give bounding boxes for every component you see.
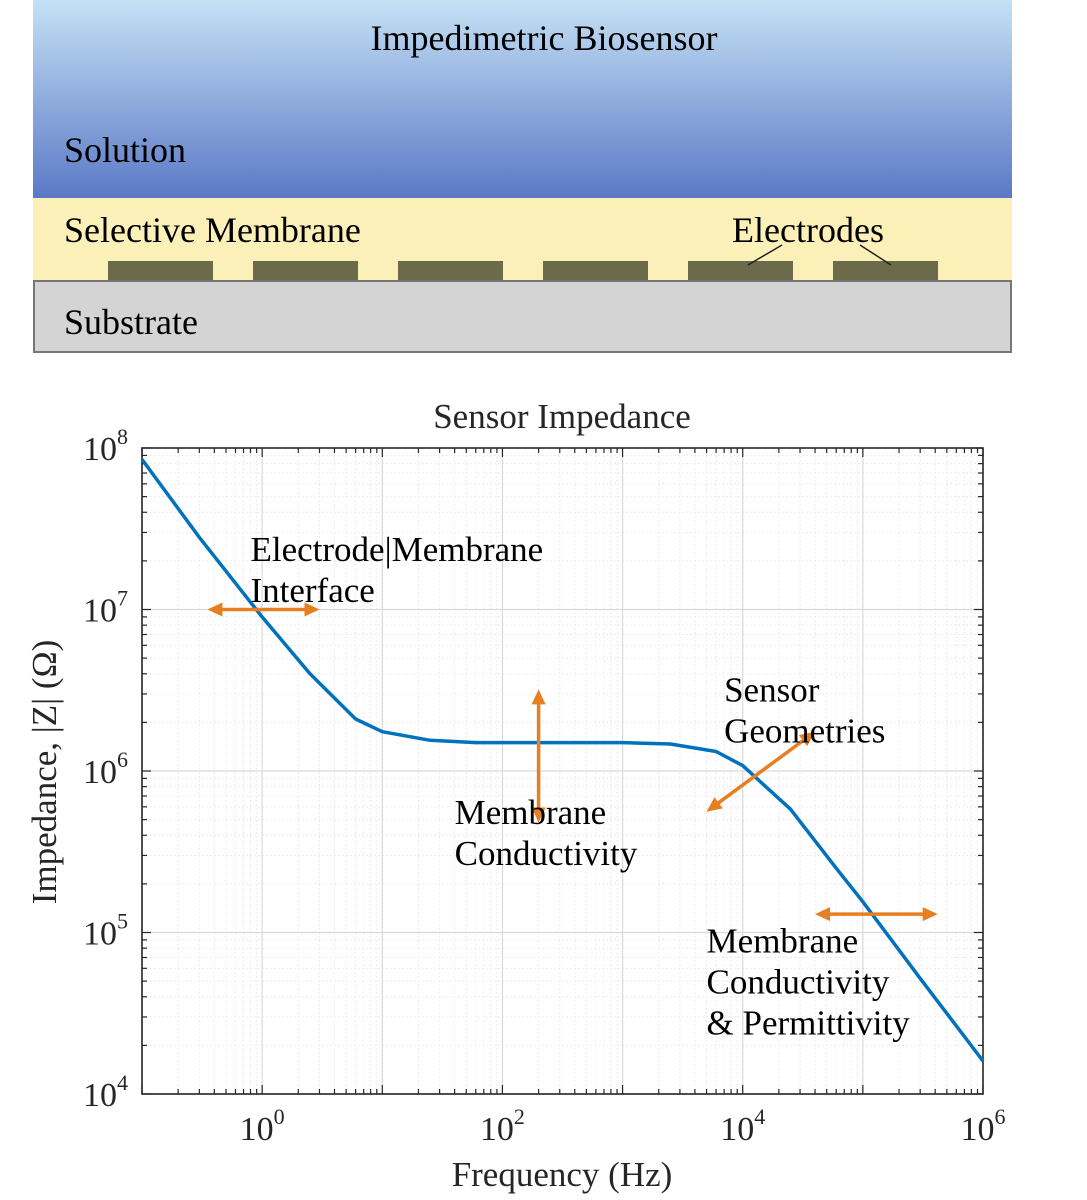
y-tick-label: 106 <box>83 747 128 791</box>
y-tick-labels: 104 105 106 107 108 <box>83 424 128 1114</box>
electrode <box>398 261 503 281</box>
y-tick-label: 104 <box>83 1070 128 1114</box>
y-axis-label: Impedance, |Z| (Ω) <box>25 640 64 904</box>
electrode-pointer-line <box>859 244 892 266</box>
chart-annotation: Membrane Conductivity & Permittivity <box>707 922 911 1043</box>
diagram-title: Impedimetric Biosensor <box>371 18 718 58</box>
electrodes <box>108 261 938 281</box>
solution-label: Solution <box>64 130 186 170</box>
plot-frame <box>141 447 984 1095</box>
series-layer <box>140 458 985 1063</box>
x-tick-label: 100 <box>240 1104 285 1148</box>
x-tick-label: 102 <box>480 1104 525 1148</box>
electrode-pointer-line <box>747 244 783 266</box>
chart-title: Sensor Impedance <box>433 397 691 436</box>
substrate-layer <box>33 280 1012 353</box>
chart-annotation: Membrane Conductivity <box>455 793 638 873</box>
y-tick-label: 105 <box>83 909 128 953</box>
electrode <box>543 261 648 281</box>
membrane-label: Selective Membrane <box>64 210 361 250</box>
impedance-series-line <box>140 458 985 1063</box>
double-arrow-icon <box>815 907 938 922</box>
axis-ticks <box>141 447 984 1095</box>
electrode <box>108 261 213 281</box>
substrate-label: Substrate <box>64 302 198 342</box>
major-grid <box>141 448 983 1095</box>
electrode <box>833 261 938 281</box>
double-arrow-icon <box>706 731 815 812</box>
chart-annotation: Electrode|Membrane Interface <box>250 530 543 610</box>
minor-grid <box>142 448 983 1094</box>
solution-layer <box>33 0 1012 198</box>
electrode <box>253 261 358 281</box>
electrodes-label: Electrodes <box>732 210 884 250</box>
double-arrow-icon <box>207 602 320 617</box>
x-tick-label: 106 <box>961 1104 1006 1148</box>
y-tick-label: 107 <box>83 586 128 630</box>
double-arrow-icon <box>531 689 546 823</box>
x-tick-label: 104 <box>720 1104 765 1148</box>
annotation-layer: Electrode|Membrane Interface Membrane Condu… <box>250 530 910 1043</box>
y-tick-label: 108 <box>83 424 128 468</box>
chart-annotation: Sensor Geometries <box>724 670 885 750</box>
x-tick-labels: 100 102 104 106 <box>240 1104 1006 1148</box>
biosensor-diagram: Impedimetric Biosensor Solution Selectiv… <box>33 0 1012 353</box>
electrode <box>688 261 793 281</box>
arrow-layer <box>207 602 938 922</box>
x-axis-label: Frequency (Hz) <box>452 1155 673 1194</box>
